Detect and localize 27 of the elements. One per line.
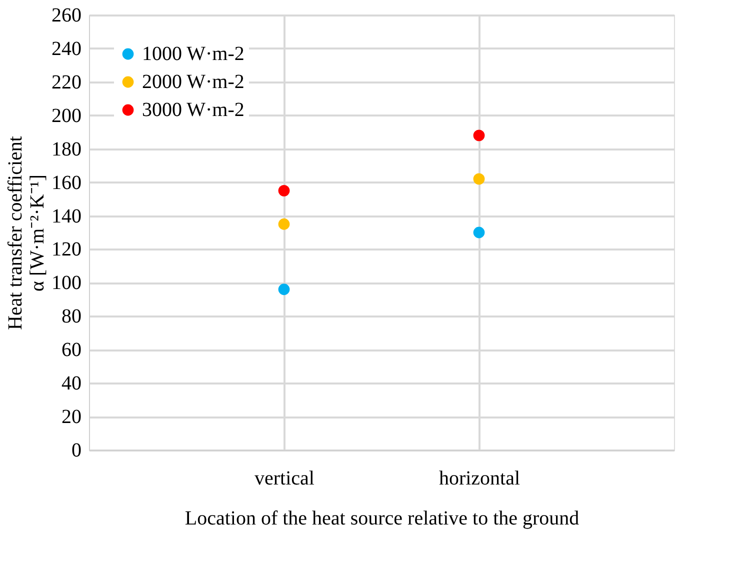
x-tick-label: horizontal xyxy=(438,468,520,490)
y-tick-label: 20 xyxy=(62,406,82,428)
y-tick-label: 160 xyxy=(52,172,82,194)
y-tick-label: 140 xyxy=(52,205,82,228)
y-tick-label: 200 xyxy=(52,104,82,127)
y-tick-label: 0 xyxy=(72,440,82,462)
point xyxy=(278,284,290,296)
y-tick-label: 220 xyxy=(52,71,82,94)
point xyxy=(473,130,485,142)
x-tick-label: vertical xyxy=(254,468,315,490)
x-axis-title: Location of the heat source relative to the ground xyxy=(184,508,580,530)
legend-label: 1000 W·m-2 xyxy=(142,43,244,65)
y-tick-label: 80 xyxy=(62,306,82,328)
legend-label: 2000 W·m-2 xyxy=(142,71,244,93)
legend-label: 3000 W·m-2 xyxy=(142,99,244,121)
y-tick-label: 120 xyxy=(52,238,82,261)
y-tick-label: 260 xyxy=(52,4,82,26)
y-tick-label: 40 xyxy=(62,372,82,395)
y-tick-label: 180 xyxy=(52,138,82,160)
point xyxy=(473,173,485,185)
point xyxy=(278,184,290,196)
point xyxy=(278,218,290,230)
y-tick-label: 60 xyxy=(62,339,82,362)
y-axis-title: Heat transfer coefficient α [W·m⁻²·K⁻¹] xyxy=(4,136,48,330)
point xyxy=(473,226,485,238)
y-tick-label: 240 xyxy=(52,38,82,60)
y-tick-label: 100 xyxy=(52,272,82,294)
